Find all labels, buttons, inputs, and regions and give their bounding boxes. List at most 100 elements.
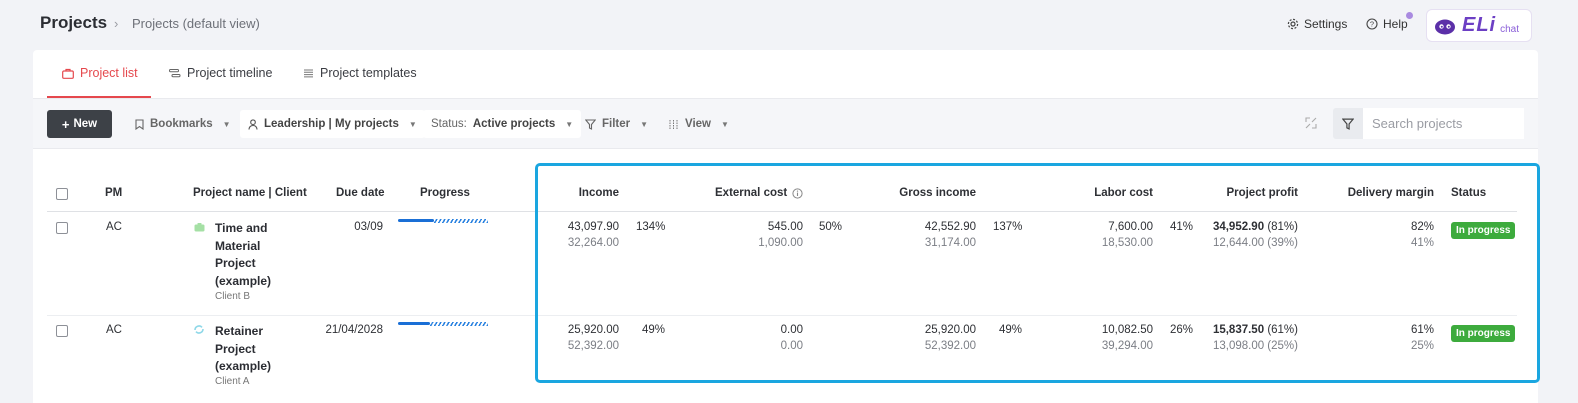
- view-scope-label: Leadership | My projects: [264, 118, 399, 130]
- progress-bar: [398, 219, 488, 223]
- col-header-due-date[interactable]: Due date: [336, 187, 385, 199]
- due-date: 03/09: [354, 221, 383, 233]
- col-header-labor-cost[interactable]: Labor cost: [1094, 187, 1153, 199]
- view-dropdown[interactable]: View ▼: [668, 110, 729, 138]
- col-header-progress[interactable]: Progress: [420, 187, 470, 199]
- new-label: New: [73, 118, 98, 130]
- col-header-external-cost[interactable]: External cost: [715, 187, 803, 199]
- bookmark-icon: [135, 118, 144, 130]
- help-button[interactable]: ? Help: [1366, 17, 1408, 31]
- tab-label: Project templates: [320, 66, 417, 80]
- gross-income-budget: 31,174.00: [924, 237, 976, 249]
- labor-cost-value: 7,600.00: [1108, 221, 1153, 233]
- financial-columns-highlight: [535, 163, 1540, 383]
- external-cost-value: 545.00: [767, 221, 803, 233]
- project-profit-value: 15,837.50 (61%): [1213, 324, 1298, 336]
- col-header-pm[interactable]: PM: [105, 187, 123, 199]
- status-prefix: Status:: [431, 118, 467, 130]
- select-all-checkbox[interactable]: [56, 188, 68, 200]
- gross-income-budget: 52,392.00: [924, 340, 976, 352]
- eli-chat-label: chat: [1500, 24, 1520, 35]
- gross-income-percent: 137%: [993, 221, 1023, 233]
- tab-project-list[interactable]: Project list: [62, 66, 138, 80]
- income-budget: 52,392.00: [567, 340, 619, 352]
- progress-fill: [398, 219, 434, 222]
- page-title: Projects: [40, 13, 108, 32]
- tab-project-timeline[interactable]: Project timeline: [169, 66, 272, 80]
- gross-income-value: 25,920.00: [924, 324, 976, 336]
- income-percent: 49%: [642, 324, 666, 336]
- project-profit-amount: 15,837.50: [1212, 324, 1265, 336]
- notification-dot: [1406, 12, 1413, 19]
- progress-bar: [398, 322, 488, 326]
- col-header-project-profit[interactable]: Project profit: [1226, 187, 1298, 199]
- col-header-status[interactable]: Status: [1451, 187, 1487, 199]
- project-type-icon: [194, 223, 205, 232]
- chevron-down-icon: ▼: [640, 119, 649, 129]
- col-header-project[interactable]: Project name | Client: [193, 187, 307, 199]
- project-profit-budget: 12,644.00 (39%): [1212, 237, 1298, 249]
- user-icon: [248, 118, 258, 130]
- help-label: Help: [1383, 17, 1408, 31]
- breadcrumb-separator: ›: [114, 16, 119, 31]
- columns-icon: [669, 119, 678, 129]
- income-budget: 32,264.00: [567, 237, 619, 249]
- chevron-down-icon: ▼: [222, 119, 231, 129]
- filter-dropdown[interactable]: Filter ▼: [585, 110, 648, 138]
- retainer-icon: [194, 325, 204, 334]
- project-profit-value: 34,952.90 (81%): [1213, 221, 1298, 233]
- view-label: View: [685, 118, 711, 130]
- settings-button[interactable]: Settings: [1287, 17, 1347, 31]
- funnel-icon: [585, 118, 596, 130]
- project-profit-percent: (81%): [1267, 221, 1298, 233]
- client-name: Client A: [215, 376, 250, 387]
- status-badge: In progress: [1451, 222, 1516, 239]
- tab-label: Project timeline: [187, 66, 273, 80]
- row-pm: AC: [106, 324, 122, 336]
- delivery-margin-value: 82%: [1410, 221, 1434, 233]
- external-cost-percent: 50%: [819, 221, 843, 233]
- eli-chat-button[interactable]: ELi chat: [1426, 9, 1532, 42]
- delivery-margin-budget: 25%: [1410, 340, 1434, 352]
- expand-icon[interactable]: [1304, 116, 1318, 130]
- search-filter-button[interactable]: [1333, 108, 1363, 139]
- delivery-margin-budget: 41%: [1410, 237, 1434, 249]
- project-profit-budget: 13,098.00 (25%): [1212, 340, 1298, 352]
- help-icon: ?: [1366, 18, 1378, 30]
- delivery-margin-value: 61%: [1410, 324, 1434, 336]
- chevron-down-icon: ▼: [721, 119, 729, 129]
- view-scope-dropdown[interactable]: Leadership | My projects ▼: [240, 110, 425, 138]
- external-cost-value: 0.00: [780, 324, 803, 336]
- col-header-external-cost-label: External cost: [715, 187, 788, 199]
- project-name-link[interactable]: Retainer Project (example): [215, 324, 272, 373]
- row-checkbox[interactable]: [56, 222, 68, 234]
- chevron-down-icon: ▼: [408, 119, 417, 129]
- labor-cost-percent: 26%: [1170, 324, 1194, 336]
- active-tab-indicator: [47, 96, 151, 98]
- search-input[interactable]: [1363, 108, 1524, 139]
- external-cost-budget: 1,090.00: [758, 237, 803, 249]
- tab-project-templates[interactable]: Project templates: [303, 66, 417, 80]
- bookmarks-dropdown[interactable]: Bookmarks ▼: [135, 110, 231, 138]
- status-badge: In progress: [1451, 325, 1516, 342]
- info-icon[interactable]: [792, 187, 803, 199]
- status-value: Active projects: [472, 118, 556, 130]
- external-cost-budget: 0.00: [780, 340, 803, 352]
- col-header-gross-income[interactable]: Gross income: [899, 187, 976, 199]
- col-header-delivery-margin[interactable]: Delivery margin: [1347, 187, 1434, 199]
- new-project-button[interactable]: + New: [47, 110, 112, 138]
- row-checkbox[interactable]: [56, 325, 68, 337]
- breadcrumb[interactable]: Projects (default view): [132, 16, 260, 31]
- progress-fill: [398, 322, 430, 325]
- income-percent: 134%: [636, 221, 666, 233]
- filter-label: Filter: [602, 118, 631, 130]
- labor-cost-percent: 41%: [1170, 221, 1194, 233]
- svg-text:?: ?: [1370, 20, 1374, 29]
- client-name: Client B: [215, 291, 251, 302]
- status-dropdown[interactable]: Status: Active projects ▼: [423, 110, 582, 138]
- project-name-link[interactable]: Time and Material Project (example): [215, 221, 272, 288]
- labor-cost-budget: 39,294.00: [1101, 340, 1153, 352]
- settings-label: Settings: [1304, 17, 1348, 31]
- timeline-icon: [169, 68, 181, 77]
- col-header-income[interactable]: Income: [578, 187, 619, 199]
